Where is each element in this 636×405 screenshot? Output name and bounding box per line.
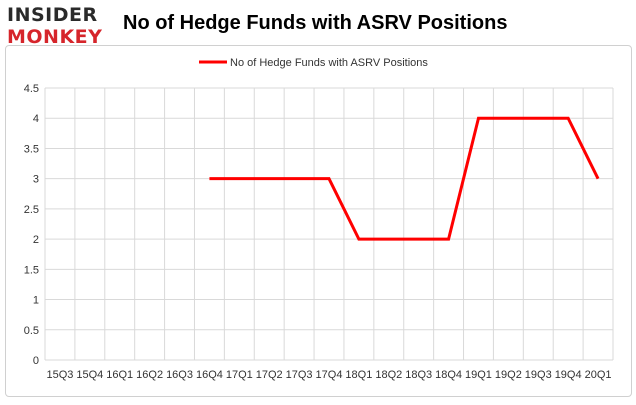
y-tick-label: 3.5: [24, 143, 39, 155]
x-tick-label: 18Q3: [405, 369, 432, 381]
x-tick-label: 18Q2: [375, 369, 402, 381]
x-tick-label: 18Q1: [345, 369, 372, 381]
y-tick-label: 2: [33, 234, 39, 246]
chart-frame: [5, 45, 632, 397]
x-tick-label: 16Q4: [196, 369, 223, 381]
x-tick-label: 16Q3: [166, 369, 193, 381]
y-tick-label: 1: [33, 295, 39, 307]
x-tick-label: 16Q2: [136, 369, 163, 381]
legend-label: No of Hedge Funds with ASRV Positions: [230, 57, 428, 69]
y-tick-label: 3: [33, 174, 39, 186]
insider-monkey-logo: INSIDER MONKEY: [7, 6, 115, 52]
x-tick-label: 17Q2: [256, 369, 283, 381]
x-tick-label: 19Q1: [465, 369, 492, 381]
series-line: [209, 116, 600, 241]
x-tick-label: 17Q3: [286, 369, 313, 381]
y-tick-label: 1.5: [24, 264, 39, 276]
x-tick-label: 19Q2: [495, 369, 522, 381]
x-tick-label: 19Q4: [555, 369, 582, 381]
x-tick-label: 15Q4: [76, 369, 103, 381]
y-tick-label: 4: [33, 113, 39, 125]
x-tick-label: 16Q1: [106, 369, 133, 381]
x-tick-label: 17Q1: [226, 369, 253, 381]
logo-text-monkey: MONKEY: [7, 26, 103, 48]
y-tick-label: 4.5: [24, 83, 39, 95]
y-tick-label: 2.5: [24, 204, 39, 216]
y-tick-label: 0: [33, 355, 39, 367]
chart-title: No of Hedge Funds with ASRV Positions: [123, 12, 508, 34]
y-tick-label: 0.5: [24, 325, 39, 337]
logo-text-insider: INSIDER: [7, 4, 98, 26]
x-tick-label: 20Q1: [585, 369, 612, 381]
x-tick-label: 19Q3: [525, 369, 552, 381]
x-tick-label: 18Q4: [435, 369, 462, 381]
x-tick-label: 17Q4: [316, 369, 343, 381]
x-tick-label: 15Q3: [46, 369, 73, 381]
